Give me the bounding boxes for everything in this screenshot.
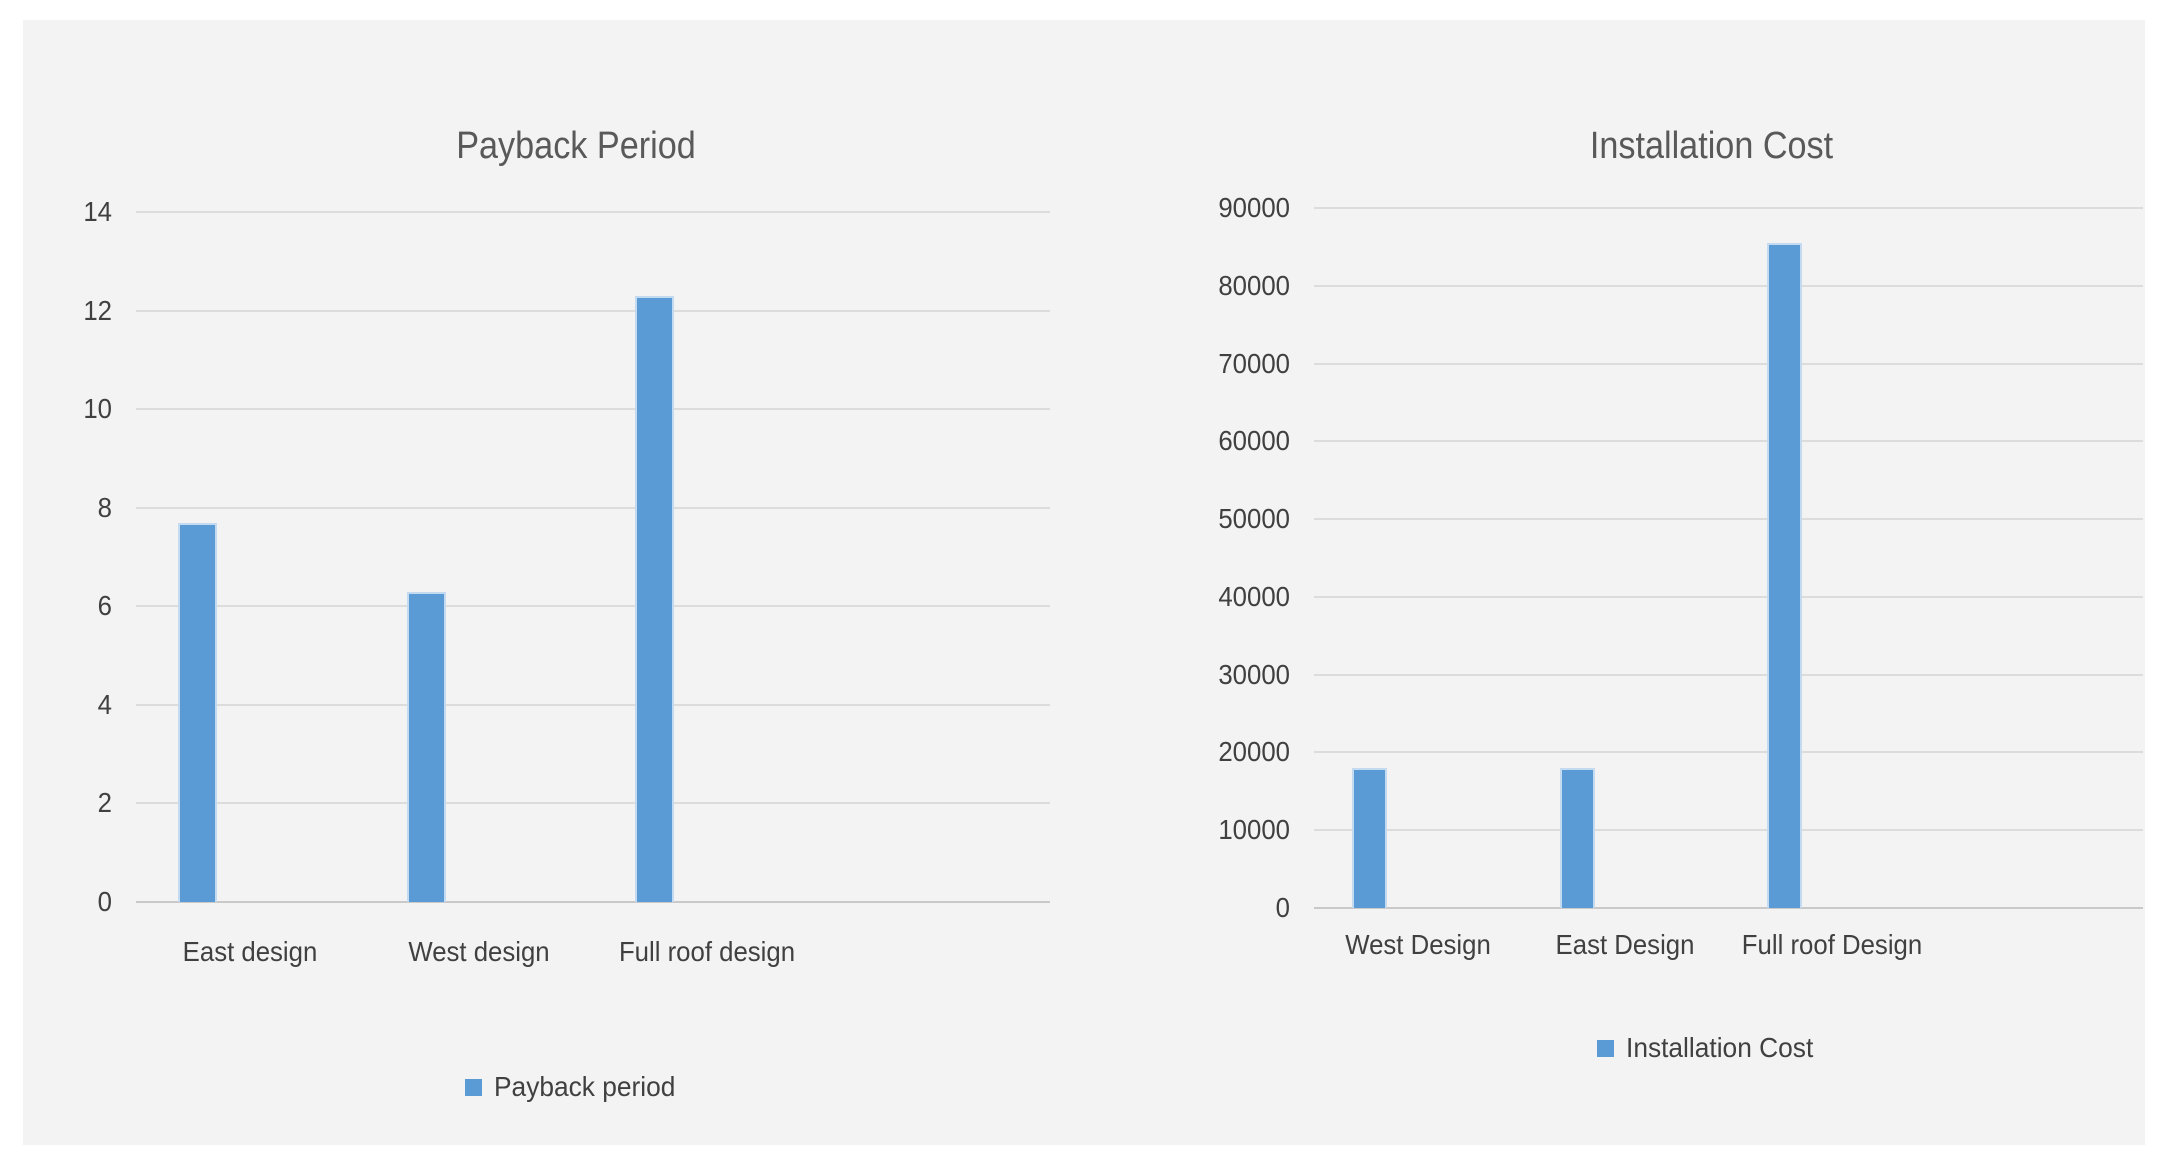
legend-marker-icon <box>464 1078 482 1096</box>
legend-label: Installation Cost <box>1626 1032 1814 1063</box>
gridline <box>1314 284 2143 287</box>
gridline <box>136 605 1050 608</box>
y-axis-tick-label: 2 <box>97 787 112 819</box>
gridline <box>1314 751 2143 754</box>
gridline <box>1314 907 2143 909</box>
category-label: West Design <box>1344 929 1491 960</box>
y-axis-tick-label: 12 <box>83 294 112 326</box>
category-label: Full roof design <box>619 936 796 967</box>
y-axis-tick-label: 40000 <box>1218 580 1290 612</box>
y-axis-tick-label: 0 <box>1275 892 1290 923</box>
bar-full-roof-design <box>1766 243 1802 908</box>
y-axis-tick-label: 10 <box>83 393 112 425</box>
y-axis-tick-label: 80000 <box>1218 269 1290 301</box>
gridline <box>136 506 1050 509</box>
gridline <box>1314 673 2143 676</box>
worksheet-background: Payback Period 0 2 4 6 8 10 12 14 East design Wes… <box>23 20 2145 1145</box>
gridline <box>1314 207 2143 209</box>
y-axis-tick-label: 4 <box>97 688 112 720</box>
y-axis-tick-label: 14 <box>83 196 112 227</box>
y-axis-tick-label: 50000 <box>1218 503 1290 535</box>
legend-marker-icon <box>1597 1039 1615 1057</box>
installation-cost-legend: Installation Cost <box>1257 1028 2158 1068</box>
category-label: Full roof Design <box>1741 929 1923 960</box>
bar-west-design <box>1352 768 1388 908</box>
y-axis-tick-label: 20000 <box>1218 736 1290 768</box>
bar-west-design <box>406 591 446 902</box>
gridline <box>136 211 1050 213</box>
legend-label: Payback period <box>493 1071 676 1102</box>
gridline <box>136 309 1050 312</box>
gridline <box>1314 362 2143 365</box>
gridline <box>1314 440 2143 443</box>
gridline <box>136 802 1050 805</box>
category-label: East design <box>182 936 318 967</box>
payback-period-legend: Payback period <box>79 1067 1073 1107</box>
bar-east-design <box>178 522 218 902</box>
bar-full-roof-design <box>635 295 675 902</box>
gridline <box>1314 595 2143 598</box>
chart-title: Payback Period <box>456 125 696 167</box>
gridline <box>136 901 1050 903</box>
y-axis-tick-label: 6 <box>97 590 112 622</box>
chart-title: Installation Cost <box>1589 125 1834 167</box>
y-axis-tick-label: 10000 <box>1218 814 1290 846</box>
category-label: East Design <box>1555 929 1695 960</box>
y-axis-tick-label: 60000 <box>1218 425 1290 457</box>
y-axis-tick-label: 30000 <box>1218 658 1290 690</box>
gridline <box>1314 518 2143 521</box>
y-axis-tick-label: 0 <box>97 886 112 917</box>
category-label: West design <box>408 936 550 967</box>
gridline <box>136 703 1050 706</box>
y-axis-tick-label: 70000 <box>1218 347 1290 379</box>
bar-east-design <box>1559 768 1595 908</box>
gridline <box>1314 829 2143 832</box>
gridline <box>136 408 1050 411</box>
y-axis-tick-label: 90000 <box>1218 192 1290 223</box>
y-axis-tick-label: 8 <box>97 491 112 523</box>
